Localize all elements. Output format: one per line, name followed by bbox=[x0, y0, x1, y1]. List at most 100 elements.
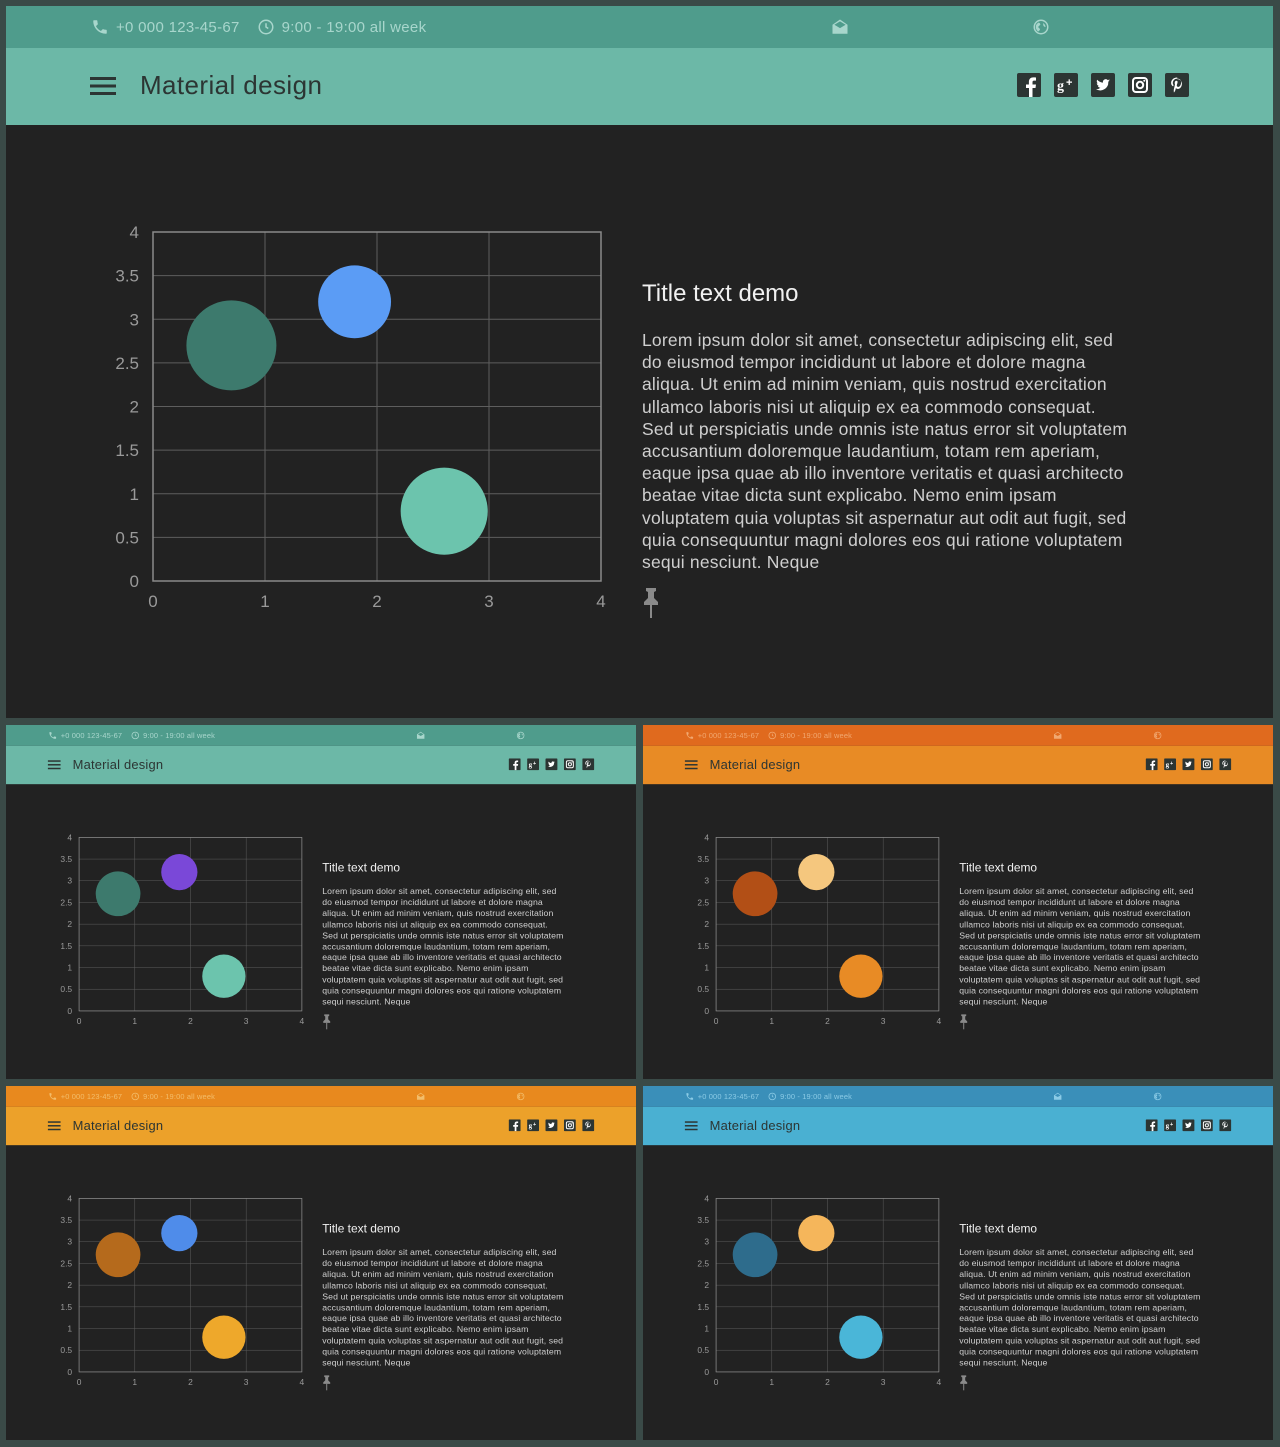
google-plus-icon[interactable]: g + bbox=[1164, 1119, 1177, 1132]
phone-number[interactable]: +0 000 123-45-67 bbox=[60, 1092, 123, 1101]
y-tick-label: 0.5 bbox=[115, 528, 139, 547]
mail-icon[interactable] bbox=[1053, 730, 1063, 740]
x-tick-label: 3 bbox=[484, 592, 493, 611]
app-title: Material design bbox=[709, 1117, 801, 1133]
mail-icon[interactable] bbox=[1053, 1091, 1063, 1101]
data-bubble bbox=[798, 1214, 835, 1252]
y-tick-label: 0 bbox=[130, 572, 139, 591]
data-bubble bbox=[95, 1232, 141, 1278]
twitter-icon[interactable] bbox=[1182, 758, 1195, 771]
y-tick-label: 0.5 bbox=[697, 984, 709, 994]
slide-teal-purple: +0 000 123-45-67 9:00 - 19:00 all week M… bbox=[6, 725, 636, 1079]
globe-icon[interactable] bbox=[516, 1091, 526, 1101]
x-tick-label: 2 bbox=[372, 592, 381, 611]
google-plus-icon[interactable]: g + bbox=[1054, 73, 1078, 97]
x-tick-label: 1 bbox=[132, 1016, 137, 1026]
contact-bar: +0 000 123-45-67 9:00 - 19:00 all week bbox=[643, 725, 1273, 746]
facebook-icon[interactable] bbox=[1145, 758, 1158, 771]
y-tick-label: 4 bbox=[704, 1193, 709, 1203]
y-tick-label: 2 bbox=[704, 1280, 709, 1290]
svg-text:g: g bbox=[1166, 761, 1170, 769]
app-header: Material design g + bbox=[6, 48, 1273, 125]
slide-blue: +0 000 123-45-67 9:00 - 19:00 all week M… bbox=[643, 1086, 1273, 1440]
x-tick-label: 1 bbox=[769, 1016, 774, 1026]
pin-icon[interactable] bbox=[642, 587, 660, 619]
phone-number[interactable]: +0 000 123-45-67 bbox=[116, 18, 240, 36]
clock-icon bbox=[130, 1091, 140, 1101]
globe-icon[interactable] bbox=[1031, 17, 1051, 37]
app-header: Material design g + bbox=[6, 1106, 636, 1146]
pin-icon[interactable] bbox=[322, 1375, 331, 1391]
globe-icon[interactable] bbox=[516, 730, 526, 740]
pinterest-icon[interactable] bbox=[582, 1119, 595, 1132]
pin-icon[interactable] bbox=[322, 1014, 331, 1030]
y-tick-label: 1 bbox=[130, 485, 139, 504]
pinterest-icon[interactable] bbox=[1165, 73, 1189, 97]
x-tick-label: 1 bbox=[132, 1377, 137, 1387]
data-bubble bbox=[186, 300, 277, 391]
x-tick-label: 4 bbox=[596, 592, 605, 611]
twitter-icon[interactable] bbox=[545, 1119, 558, 1132]
x-tick-label: 3 bbox=[881, 1016, 886, 1026]
svg-text:+: + bbox=[1170, 761, 1173, 767]
data-bubble bbox=[798, 853, 835, 891]
x-tick-label: 3 bbox=[244, 1016, 249, 1026]
contact-bar: +0 000 123-45-67 9:00 - 19:00 all week bbox=[6, 6, 1273, 48]
menu-icon[interactable] bbox=[47, 760, 61, 770]
google-plus-icon[interactable]: g + bbox=[1164, 758, 1177, 771]
pinterest-icon[interactable] bbox=[1219, 1119, 1232, 1132]
data-bubble bbox=[202, 954, 246, 998]
facebook-icon[interactable] bbox=[508, 1119, 521, 1132]
twitter-icon[interactable] bbox=[1182, 1119, 1195, 1132]
phone-number[interactable]: +0 000 123-45-67 bbox=[60, 731, 123, 740]
pin-icon[interactable] bbox=[959, 1014, 968, 1030]
y-tick-label: 1.5 bbox=[697, 941, 709, 951]
mail-icon[interactable] bbox=[830, 17, 850, 37]
instagram-icon[interactable] bbox=[1200, 758, 1213, 771]
pinterest-icon[interactable] bbox=[582, 758, 595, 771]
menu-icon[interactable] bbox=[684, 1121, 698, 1131]
facebook-icon[interactable] bbox=[1017, 73, 1041, 97]
mail-icon[interactable] bbox=[416, 1091, 426, 1101]
twitter-icon[interactable] bbox=[545, 758, 558, 771]
x-tick-label: 2 bbox=[825, 1377, 830, 1387]
phone-number[interactable]: +0 000 123-45-67 bbox=[697, 731, 760, 740]
social-links: g + bbox=[508, 1119, 595, 1132]
slide-orange: +0 000 123-45-67 9:00 - 19:00 all week M… bbox=[643, 725, 1273, 1079]
globe-icon[interactable] bbox=[1153, 1091, 1163, 1101]
y-tick-label: 3.5 bbox=[60, 854, 72, 864]
y-tick-label: 2.5 bbox=[697, 897, 709, 907]
phone-icon bbox=[48, 1091, 58, 1101]
social-links: g + bbox=[508, 758, 595, 771]
bubble-chart: 0 0.5 1 1.5 2 2.5 3 3.5 4 0 1 2 3 4 bbox=[60, 1193, 304, 1387]
y-tick-label: 3 bbox=[67, 876, 72, 886]
menu-icon[interactable] bbox=[90, 76, 116, 96]
facebook-icon[interactable] bbox=[508, 758, 521, 771]
phone-number[interactable]: +0 000 123-45-67 bbox=[697, 1092, 760, 1101]
google-plus-icon[interactable]: g + bbox=[527, 1119, 540, 1132]
pinterest-icon[interactable] bbox=[1219, 758, 1232, 771]
y-tick-label: 2.5 bbox=[697, 1258, 709, 1268]
mail-icon[interactable] bbox=[416, 730, 426, 740]
instagram-icon[interactable] bbox=[563, 758, 576, 771]
y-tick-label: 3 bbox=[67, 1237, 72, 1247]
facebook-icon[interactable] bbox=[1145, 1119, 1158, 1132]
x-tick-label: 4 bbox=[937, 1377, 942, 1387]
y-tick-label: 1 bbox=[67, 963, 72, 973]
twitter-icon[interactable] bbox=[1091, 73, 1115, 97]
contact-info: +0 000 123-45-67 9:00 - 19:00 all week bbox=[685, 1086, 852, 1107]
slide-main: +0 000 123-45-67 9:00 - 19:00 all week M… bbox=[6, 6, 1273, 718]
pin-icon[interactable] bbox=[959, 1375, 968, 1391]
instagram-icon[interactable] bbox=[563, 1119, 576, 1132]
x-tick-label: 0 bbox=[714, 1377, 719, 1387]
phone-icon bbox=[685, 1091, 695, 1101]
instagram-icon[interactable] bbox=[1200, 1119, 1213, 1132]
instagram-icon[interactable] bbox=[1128, 73, 1152, 97]
menu-icon[interactable] bbox=[684, 760, 698, 770]
phone-icon bbox=[685, 730, 695, 740]
x-tick-label: 3 bbox=[881, 1377, 886, 1387]
menu-icon[interactable] bbox=[47, 1121, 61, 1131]
globe-icon[interactable] bbox=[1153, 730, 1163, 740]
google-plus-icon[interactable]: g + bbox=[527, 758, 540, 771]
y-tick-label: 1 bbox=[704, 1324, 709, 1334]
